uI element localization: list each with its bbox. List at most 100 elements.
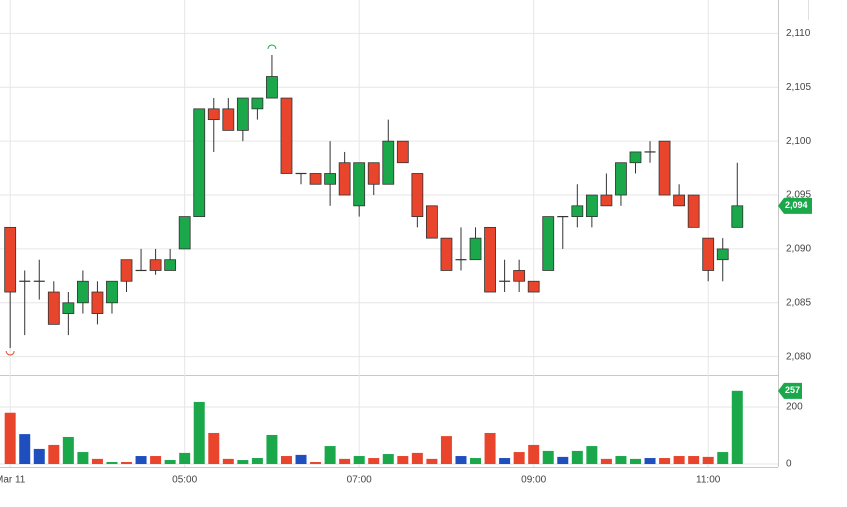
last-price-label: 2,094 bbox=[785, 200, 808, 210]
x-tick-label: 11:00 bbox=[696, 475, 721, 486]
volume-bar bbox=[193, 401, 205, 465]
candle-body bbox=[411, 173, 424, 217]
candle-body bbox=[338, 162, 351, 196]
candle-body bbox=[585, 194, 598, 217]
volume-bar bbox=[280, 456, 292, 465]
volume-bar bbox=[673, 456, 685, 465]
last-volume-label: 257 bbox=[785, 385, 800, 395]
candle-body bbox=[164, 259, 177, 271]
volume-bar bbox=[586, 446, 598, 465]
volume-bar bbox=[62, 436, 74, 465]
volume-tick-label: 0 bbox=[786, 459, 792, 470]
x-tick-label: Mar 11 bbox=[0, 475, 26, 486]
candle-body bbox=[222, 108, 235, 131]
x-tick-label: 05:00 bbox=[172, 475, 197, 486]
x-tick-label: 09:00 bbox=[521, 475, 546, 486]
volume-bar bbox=[324, 446, 336, 465]
volume-bar bbox=[426, 458, 438, 465]
candle-body bbox=[324, 173, 337, 185]
candle-body bbox=[673, 194, 686, 207]
candle-body bbox=[687, 194, 700, 228]
volume-bar bbox=[440, 436, 452, 465]
volume-bar bbox=[222, 458, 234, 465]
candle-body bbox=[178, 216, 191, 250]
candle-body bbox=[469, 237, 482, 261]
volume-bar bbox=[688, 456, 700, 465]
candle-body bbox=[367, 162, 380, 185]
volume-bar bbox=[470, 458, 482, 465]
candle-body bbox=[615, 162, 627, 196]
y-tick-label: 2,080 bbox=[786, 351, 811, 362]
volume-bar bbox=[411, 452, 423, 465]
volume-bar bbox=[484, 432, 496, 465]
volume-bar bbox=[266, 434, 278, 465]
volume-bar bbox=[629, 458, 641, 465]
candle-body bbox=[309, 173, 322, 185]
y-tick-label: 2,090 bbox=[786, 244, 811, 255]
candle-body bbox=[629, 151, 642, 164]
candle-body bbox=[353, 162, 366, 207]
volume-bar bbox=[513, 452, 525, 465]
volume-bar bbox=[179, 452, 191, 465]
candle-body bbox=[47, 291, 60, 325]
volume-bar bbox=[33, 448, 45, 465]
last-volume-tag bbox=[778, 382, 802, 399]
candle-body bbox=[62, 302, 75, 314]
volume-bar bbox=[382, 454, 394, 465]
candle-body bbox=[280, 97, 293, 174]
volume-bar bbox=[237, 460, 249, 465]
volume-bar bbox=[600, 458, 612, 465]
candle-body bbox=[76, 280, 89, 304]
volume-bar bbox=[106, 462, 118, 465]
volume-bar bbox=[615, 456, 627, 465]
volume-bar bbox=[339, 458, 351, 465]
candle-body bbox=[513, 270, 526, 282]
volume-tick-label: 200 bbox=[786, 402, 803, 413]
candle-body bbox=[207, 108, 220, 121]
volume-bar bbox=[397, 456, 409, 465]
candle-body bbox=[542, 216, 555, 271]
volume-bar bbox=[48, 444, 60, 465]
volume-bar bbox=[208, 432, 220, 465]
volume-bar bbox=[310, 462, 322, 465]
last-price-tag bbox=[778, 197, 812, 214]
candle-body bbox=[382, 140, 395, 185]
candle-body bbox=[600, 194, 613, 207]
volume-bar bbox=[4, 412, 16, 465]
candle-body bbox=[731, 205, 744, 228]
volume-bar bbox=[295, 454, 307, 465]
candle-body bbox=[4, 226, 17, 293]
candle-body bbox=[236, 97, 249, 131]
candle-body bbox=[484, 226, 496, 293]
x-tick-label: 07:00 bbox=[347, 475, 372, 486]
volume-bar bbox=[717, 452, 729, 465]
y-tick-label: 2,085 bbox=[786, 297, 811, 308]
candle-body bbox=[266, 76, 278, 99]
candle-body bbox=[440, 237, 453, 271]
candle-body bbox=[106, 280, 118, 304]
candle-body bbox=[658, 140, 671, 196]
low-marker bbox=[5, 350, 15, 356]
candle-body bbox=[251, 97, 264, 110]
volume-bar bbox=[150, 456, 162, 465]
grid bbox=[0, 0, 778, 467]
volume-bar bbox=[91, 458, 103, 465]
volume-bar bbox=[19, 434, 31, 465]
volume-bar bbox=[135, 456, 147, 465]
candle-body bbox=[527, 280, 540, 293]
volume-bar bbox=[557, 456, 569, 465]
volume-bar bbox=[571, 450, 583, 465]
volume-bar bbox=[251, 458, 263, 465]
volume-bar bbox=[121, 462, 133, 465]
high-marker bbox=[267, 44, 277, 50]
volume-bar bbox=[702, 456, 714, 465]
volume-bar bbox=[644, 458, 656, 465]
candle-body bbox=[425, 205, 438, 239]
volume-bar bbox=[542, 450, 554, 465]
candle-body bbox=[716, 248, 729, 261]
y-tick-label: 2,095 bbox=[786, 190, 811, 201]
volume-bar bbox=[368, 458, 380, 465]
volume-bar bbox=[499, 458, 511, 465]
candle-body bbox=[91, 291, 104, 314]
